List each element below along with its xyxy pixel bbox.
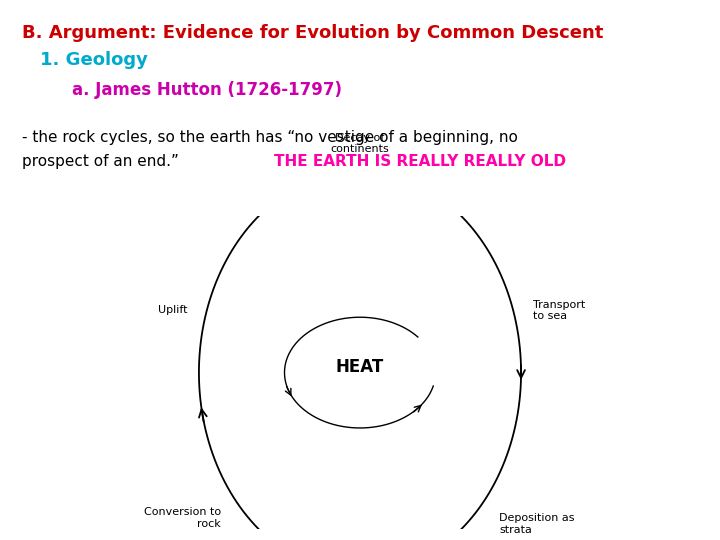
Text: Conversion to
rock: Conversion to rock — [143, 507, 221, 529]
Text: B. Argument: Evidence for Evolution by Common Descent: B. Argument: Evidence for Evolution by C… — [22, 24, 603, 42]
Text: a. James Hutton (1726-1797): a. James Hutton (1726-1797) — [72, 81, 342, 99]
Text: Transport
to sea: Transport to sea — [533, 300, 585, 321]
Text: Uplift: Uplift — [158, 306, 187, 315]
Text: THE EARTH IS REALLY REALLY OLD: THE EARTH IS REALLY REALLY OLD — [274, 154, 566, 169]
Text: Decay of
continents: Decay of continents — [330, 133, 390, 154]
Text: - the rock cycles, so the earth has “no vestige of a beginning, no: - the rock cycles, so the earth has “no … — [22, 130, 518, 145]
Text: 1. Geology: 1. Geology — [40, 51, 148, 69]
Text: prospect of an end.”: prospect of an end.” — [22, 154, 179, 169]
Text: HEAT: HEAT — [336, 358, 384, 376]
Text: Deposition as
strata: Deposition as strata — [499, 513, 575, 535]
